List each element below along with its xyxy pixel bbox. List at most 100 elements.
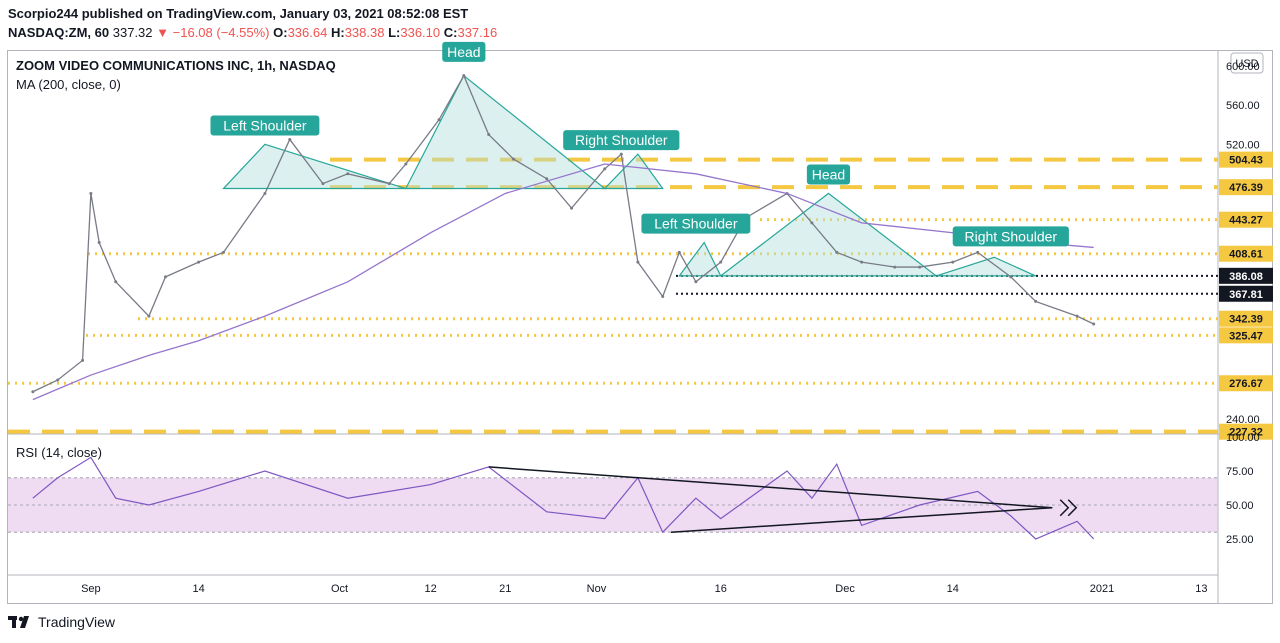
level-label: 367.81	[1229, 289, 1263, 301]
pattern-head	[404, 74, 607, 190]
price-point	[570, 206, 574, 210]
time-tick-label: Nov	[587, 583, 607, 595]
price-point	[677, 250, 681, 254]
price-point	[263, 191, 267, 195]
level-label-bg	[1219, 327, 1273, 344]
price-point	[951, 260, 955, 264]
price-point	[288, 137, 292, 141]
price-tick-label: 600.00	[1226, 61, 1260, 73]
price-point	[404, 162, 408, 166]
price-line	[32, 74, 1094, 393]
time-tick-label: 16	[715, 583, 727, 595]
price-point	[114, 280, 118, 284]
price-change: −16.08 (−4.55%)	[172, 25, 270, 40]
right-shoulder-label: Right Shoulder	[575, 132, 668, 148]
price-point	[918, 265, 922, 269]
pattern-left-shoulder-2	[678, 241, 722, 277]
level-label-bg	[1219, 267, 1273, 284]
right-shoulder-label-2: Right Shoulder	[964, 228, 1057, 244]
arrowhead-icon	[1067, 499, 1078, 517]
close-value: 337.16	[457, 25, 498, 40]
ma-line	[32, 163, 1094, 401]
price-tick-label: 560.00	[1226, 100, 1260, 112]
ma-legend: MA (200, close, 0)	[16, 77, 121, 92]
price-point	[545, 177, 549, 181]
footer: TradingView	[8, 614, 115, 630]
level-label: 408.61	[1229, 249, 1263, 261]
time-tick-label: 12	[425, 583, 437, 595]
price-point	[835, 250, 839, 254]
down-arrow-icon: ▼	[156, 25, 170, 40]
left-shoulder-label-2-bg	[641, 213, 751, 234]
chart-frame[interactable]	[7, 50, 1273, 604]
rsi-tick-label: 50.00	[1226, 500, 1254, 512]
level-label-bg	[1219, 375, 1273, 392]
time-tick-label: 14	[192, 583, 204, 595]
level-label-bg	[1219, 211, 1273, 228]
price-point	[893, 265, 897, 269]
left-shoulder-label-bg	[210, 115, 320, 136]
pattern-right-shoulder-2	[936, 256, 1036, 277]
price-point	[1009, 275, 1013, 279]
level-label: 342.39	[1229, 314, 1263, 326]
price-point	[147, 314, 151, 318]
price-point	[487, 133, 491, 137]
price-point	[81, 358, 85, 362]
rsi-legend: RSI (14, close)	[16, 445, 102, 460]
price-point	[636, 260, 640, 264]
price-point	[1034, 299, 1038, 303]
brand-name: TradingView	[38, 614, 116, 630]
price-point	[387, 182, 391, 186]
level-label: 476.39	[1229, 182, 1263, 194]
rsi-line	[32, 456, 1095, 540]
left-shoulder-label: Left Shoulder	[223, 117, 307, 133]
level-label: 325.47	[1229, 330, 1263, 342]
right-shoulder-label-2-bg	[952, 226, 1069, 247]
left-shoulder-label-2: Left Shoulder	[654, 216, 738, 232]
level-label: 227.32	[1229, 427, 1263, 439]
price-point	[31, 390, 35, 394]
currency-button[interactable]	[1230, 52, 1264, 74]
symbol: NASDAQ:ZM, 60	[8, 25, 110, 40]
price-point	[860, 260, 864, 264]
price-point	[97, 241, 101, 245]
time-tick-label: 21	[499, 583, 511, 595]
level-label-bg	[1219, 423, 1273, 440]
head-label-bg	[442, 41, 486, 62]
price-point	[694, 280, 698, 284]
time-tick-label: 14	[947, 583, 959, 595]
level-label: 504.43	[1229, 155, 1263, 167]
chart-header: Scorpio244 published on TradingView.com,…	[8, 4, 497, 42]
pattern-left-shoulder	[222, 143, 406, 190]
price-point	[346, 172, 350, 176]
arrowhead-icon	[1059, 499, 1070, 517]
level-label-bg	[1219, 310, 1273, 327]
price-point	[321, 182, 325, 186]
price-point	[619, 152, 623, 156]
price-point	[462, 74, 466, 78]
level-label-bg	[1219, 285, 1273, 302]
rsi-trendline-upper	[488, 466, 1053, 509]
price-point	[221, 250, 225, 254]
level-label-bg	[1219, 179, 1273, 196]
time-tick-label: 2021	[1090, 583, 1114, 595]
price-point	[1075, 314, 1079, 318]
price-tick-label: 240.00	[1226, 414, 1260, 426]
price-point	[1092, 322, 1096, 326]
price-point	[661, 295, 665, 299]
high-value: 338.38	[344, 25, 385, 40]
right-shoulder-label-bg	[563, 130, 680, 151]
price-point	[719, 260, 723, 264]
currency-label: USD	[1235, 58, 1258, 70]
price-point	[976, 250, 980, 254]
price-point	[810, 221, 814, 225]
low-value: 336.10	[400, 25, 441, 40]
time-tick-label: 13	[1195, 583, 1207, 595]
time-tick-label: Dec	[835, 583, 855, 595]
price-point	[603, 167, 607, 171]
chart-title: ZOOM VIDEO COMMUNICATIONS INC, 1h, NASDA…	[16, 58, 336, 73]
level-label-bg	[1219, 245, 1273, 262]
head-label: Head	[447, 44, 480, 60]
pattern-right-shoulder	[603, 153, 664, 190]
